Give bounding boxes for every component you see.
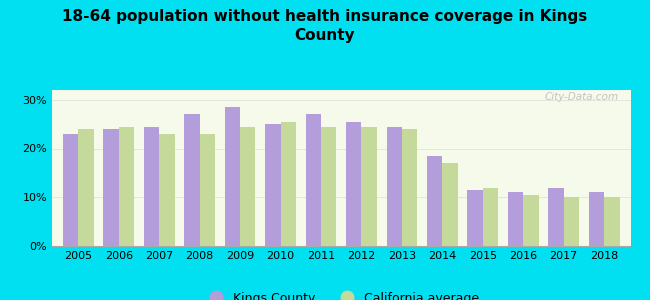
Bar bbox=[523, 195, 539, 246]
Bar bbox=[604, 197, 619, 246]
Bar bbox=[240, 127, 255, 246]
Bar bbox=[200, 134, 215, 246]
Text: City-Data.com: City-Data.com bbox=[545, 92, 619, 102]
Bar bbox=[564, 197, 579, 246]
Bar bbox=[63, 134, 78, 246]
Bar bbox=[467, 190, 483, 246]
Bar bbox=[281, 122, 296, 246]
Bar bbox=[443, 163, 458, 246]
Bar bbox=[144, 127, 159, 246]
Bar bbox=[387, 127, 402, 246]
Bar bbox=[361, 127, 377, 246]
Bar bbox=[225, 107, 240, 246]
Bar bbox=[185, 114, 200, 246]
Bar bbox=[119, 127, 134, 246]
Bar bbox=[265, 124, 281, 246]
Bar bbox=[508, 192, 523, 246]
Bar bbox=[321, 127, 337, 246]
Bar bbox=[427, 156, 443, 246]
Bar bbox=[103, 129, 119, 246]
Bar bbox=[483, 188, 498, 246]
Bar bbox=[346, 122, 361, 246]
Bar bbox=[306, 114, 321, 246]
Bar bbox=[402, 129, 417, 246]
Bar bbox=[549, 188, 564, 246]
Legend: Kings County, California average: Kings County, California average bbox=[198, 286, 484, 300]
Bar bbox=[78, 129, 94, 246]
Bar bbox=[159, 134, 175, 246]
Text: 18-64 population without health insurance coverage in Kings
County: 18-64 population without health insuranc… bbox=[62, 9, 588, 43]
Bar bbox=[589, 192, 604, 246]
